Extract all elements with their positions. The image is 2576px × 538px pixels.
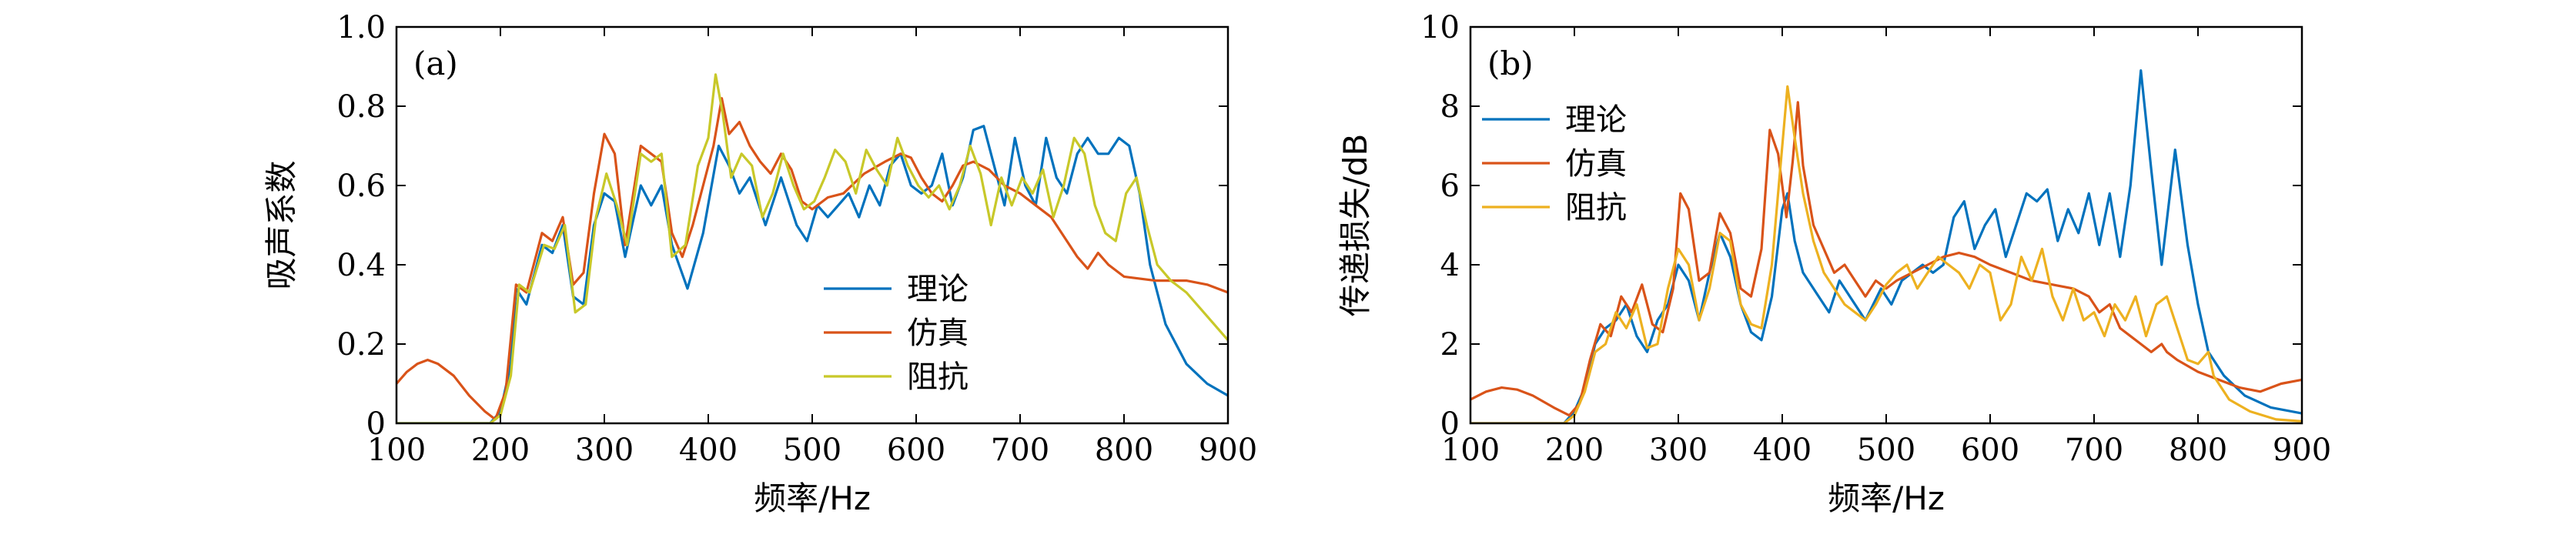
panel-a-y-tick-label: 0.2 [336,327,386,363]
panel-a-series-line-1 [396,125,1228,423]
panel-b-x-tick-label: 500 [1857,433,1915,468]
panel-b-legend-label-3: 阻抗 [1565,190,1627,226]
panel-a-x-tick-label: 500 [783,433,841,468]
panel-b-legend-label-1: 理论 [1565,102,1627,138]
panel-a-x-tick-label: 400 [679,433,738,468]
panel-a-series-line-3 [396,73,1228,423]
panel-a-x-tick-label: 300 [575,433,634,468]
panel-b-y-tick-label: 8 [1440,89,1460,125]
panel-a-y-tick-label: 0.8 [336,89,386,125]
panel-b-x-tick-label: 600 [1961,433,2019,468]
panel-b-x-tick-label: 400 [1753,433,1812,468]
panel-b-x-tick-label: 700 [2065,433,2123,468]
panel-a-x-tick-label: 700 [991,433,1049,468]
panel-b-series-line-2 [1470,101,2302,417]
panel-b-legend-label-2: 仿真 [1565,146,1627,182]
panel-b-y-tick-label: 10 [1420,10,1460,45]
panel-b-y-tick-label: 6 [1440,169,1460,204]
panel-b-x-axis-title: 频率/Hz [1828,480,1945,517]
panel-b-x-tick-label: 800 [2169,433,2227,468]
panel-b-ticks: 100 200 300 400 500 600 700 800 900 0 2 4 6 8 10 [1420,10,2331,468]
panel-a-x-tick-label: 200 [471,433,530,468]
panel-a-legend-label-2: 仿真 [907,316,969,351]
panel-b-x-tick-label: 900 [2273,433,2331,468]
panel-a-x-axis-title: 频率/Hz [754,480,871,517]
panel-a-y-tick-label: 0 [366,406,386,442]
panel-a-label: (a) [413,45,458,82]
panel-a-absorption-chart: 100 200 300 400 500 600 700 800 900 0 0.2 0.4 0.6 0.8… [263,10,1257,517]
panel-a-x-tick-label: 100 [367,433,426,468]
panel-a-legend-label-1: 理论 [907,272,969,307]
panel-b-x-tick-label: 300 [1649,433,1708,468]
panel-b-x-tick-label: 200 [1545,433,1604,468]
panel-a-ticks: 100 200 300 400 500 600 700 800 900 0 0.2 0.4 0.6 0.8… [336,10,1257,468]
panel-b-x-tick-label: 100 [1441,433,1500,468]
panel-a-x-tick-label: 900 [1199,433,1257,468]
panel-b-y-axis-title: 传递损失/dB [1337,134,1374,317]
panel-b-y-tick-label: 4 [1440,248,1460,283]
panel-b-y-tick-label: 0 [1440,406,1460,442]
panel-b-series-line-1 [1470,69,2302,423]
panel-a-x-tick-label: 600 [887,433,945,468]
panel-a-plot-lines [396,73,1228,423]
panel-b-transmission-loss-chart: 100 200 300 400 500 600 700 800 900 0 2 4 6 8 10 (b) 频… [1337,10,2331,517]
panel-a-series-line-2 [396,97,1228,421]
panel-a-legend-label-3: 阻抗 [907,359,969,395]
panel-b-series-line-3 [1470,85,2302,423]
panel-a-y-tick-label: 0.6 [336,169,386,204]
panel-a-y-axis-title: 吸声系数 [263,160,300,289]
panel-a-y-tick-label: 0.4 [336,248,386,283]
panel-b-label: (b) [1487,45,1534,82]
panel-a-x-tick-label: 800 [1095,433,1153,468]
panel-a-y-tick-label: 1.0 [336,10,386,45]
panel-b-y-tick-label: 2 [1440,327,1460,363]
panel-b-plot-lines [1470,69,2302,423]
